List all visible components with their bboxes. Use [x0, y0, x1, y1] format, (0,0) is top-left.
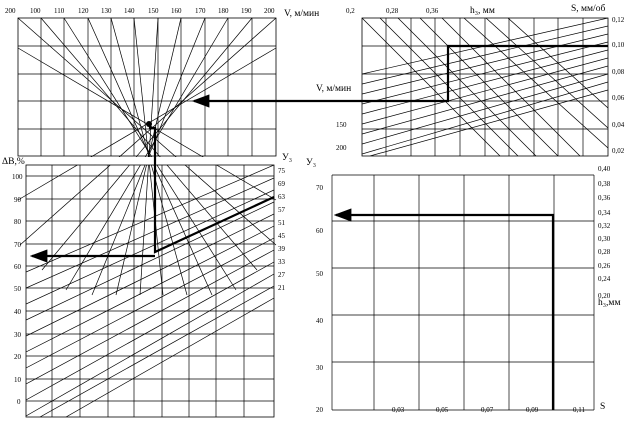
tick-label: 0,2: [346, 7, 355, 15]
curve-label: 0,26: [598, 262, 611, 270]
tick-label: 0,04: [612, 121, 625, 129]
top-right-s-label: S, мм/об: [571, 3, 605, 14]
bottom-left-grid: [25, 164, 275, 418]
tick-label: 10: [14, 376, 22, 384]
tick-label: 170: [195, 7, 206, 15]
top-right-diagonals: [362, 18, 608, 156]
tick-label: 20: [316, 406, 324, 414]
tick-label: 60: [14, 263, 22, 271]
tick-label: 30: [14, 331, 22, 339]
tick-label: 51: [278, 219, 286, 227]
bottom-left-u-label: У₃: [282, 153, 292, 163]
panel-bottom-left: ΔB,% У₃ 100 90 80 70 60 50 40 30 20 10 0…: [2, 153, 292, 418]
tick-label: 30: [316, 364, 324, 372]
tick-label: 0,08: [612, 68, 625, 76]
tick-label: 150: [148, 7, 159, 15]
tick-label: 69: [278, 180, 286, 188]
bottom-right-h-label: h₃,мм: [598, 298, 620, 308]
solution-path: [29, 44, 608, 410]
tick-label: 0,02: [612, 147, 625, 155]
tick-label: 70: [14, 241, 22, 249]
top-right-s-ticks: 0,12 0,10 0,08 0,06 0,04 0,02: [612, 16, 625, 155]
tick-label: 0,28: [386, 7, 399, 15]
bottom-right-y-ticks: 70 60 50 40 30 20: [316, 184, 324, 414]
bottom-right-x-ticks: 0,03 0,05 0,07 0,09 0,11: [392, 406, 585, 414]
tick-label: 70: [316, 184, 324, 192]
bottom-right-s-label: S: [600, 402, 605, 412]
tick-label: 50: [316, 270, 324, 278]
bottom-left-y-label: ΔB,%: [2, 157, 25, 167]
top-left-fan-lines: [17, 17, 277, 296]
tick-label: 80: [14, 218, 22, 226]
curve-label: 0,20: [598, 292, 611, 300]
curve-label: 0,40: [598, 165, 611, 173]
tick-label: 0,05: [436, 406, 449, 414]
tick-label: 57: [278, 206, 286, 214]
bottom-right-curve-labels: 0,40 0,38 0,36 0,34 0,32 0,30 0,28 0,26 …: [598, 165, 611, 300]
tick-label: 63: [278, 193, 286, 201]
tick-label: 0,36: [426, 7, 439, 15]
curve-label: 0,36: [598, 194, 611, 202]
tick-label: 21: [278, 284, 286, 292]
tick-label: 100: [30, 7, 41, 15]
top-right-h-label: h₃, мм: [470, 6, 495, 16]
tick-label: 0,03: [392, 406, 405, 414]
top-right-grid: [361, 17, 609, 157]
tick-label: 140: [124, 7, 135, 15]
tick-label: 40: [316, 317, 324, 325]
tick-label: 45: [278, 232, 286, 240]
tick-label: 0,06: [612, 94, 625, 102]
tick-label: 200: [336, 144, 347, 152]
bottom-left-u-ticks: 75 69 63 57 51 45 39 33 27 21: [278, 167, 286, 292]
tick-label: 200: [264, 7, 275, 15]
top-left-x-ticks: 200 100 110 120 130 140 150 160 170 180 …: [5, 7, 275, 15]
tick-label: 130: [101, 7, 112, 15]
tick-label: 0,07: [481, 406, 494, 414]
tick-label: 0,12: [612, 16, 625, 24]
tick-label: 120: [78, 7, 89, 15]
tick-label: 200: [5, 7, 16, 15]
tick-label: 160: [171, 7, 182, 15]
bottom-right-y-label: У₃: [306, 158, 316, 168]
panel-bottom-right: У₃ 70 60 50 40 30 20 0,03 0,05 0,07 0,09…: [306, 158, 620, 414]
top-right-v-label: V, м/мин: [316, 84, 351, 94]
bottom-right-curves: [374, 167, 596, 404]
tick-label: 27: [278, 271, 286, 279]
tick-label: 100: [12, 173, 23, 181]
top-left-axis-label: V, м/мин: [284, 9, 319, 19]
top-left-grid: [17, 17, 277, 157]
tick-label: 39: [278, 245, 286, 253]
tick-label: 0,09: [526, 406, 539, 414]
tick-label: 150: [336, 121, 347, 129]
bottom-left-diagonals: [26, 165, 274, 417]
tick-label: 190: [241, 7, 252, 15]
curve-label: 0,34: [598, 209, 611, 217]
tick-label: 0: [17, 398, 21, 406]
bottom-left-y-ticks: 100 90 80 70 60 50 40 30 20 10 0: [12, 173, 23, 406]
tick-label: 180: [218, 7, 229, 15]
curve-label: 0,32: [598, 222, 611, 230]
tick-label: 75: [278, 167, 286, 175]
bottom-right-grid: [331, 174, 595, 411]
tick-label: 0,10: [612, 41, 625, 49]
curve-label: 0,24: [598, 275, 611, 283]
tick-label: 33: [278, 258, 286, 266]
tick-label: 90: [14, 196, 22, 204]
convergence-point: [146, 121, 152, 127]
curve-label: 0,30: [598, 235, 611, 243]
curve-label: 0,38: [598, 180, 611, 188]
tick-label: 20: [14, 353, 22, 361]
tick-label: 50: [14, 285, 22, 293]
tick-label: 110: [54, 7, 65, 15]
panel-top-right: 0,2 0,28 0,36 h₃, мм S, мм/об 0,12 0,10 …: [316, 3, 625, 157]
curve-label: 0,28: [598, 248, 611, 256]
tick-label: 40: [14, 308, 22, 316]
tick-label: 0,11: [573, 406, 585, 414]
tick-label: 60: [316, 227, 324, 235]
